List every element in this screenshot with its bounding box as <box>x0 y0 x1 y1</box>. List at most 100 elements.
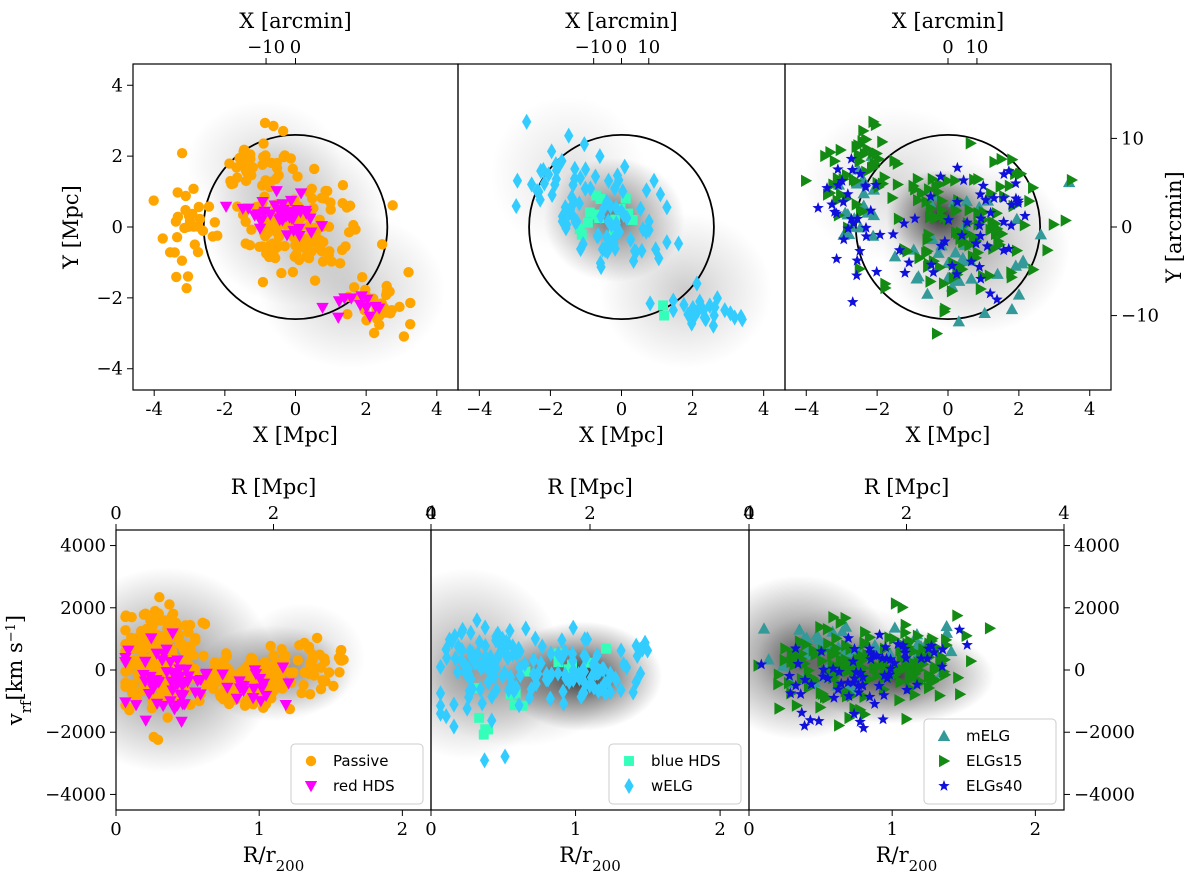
point-elgs15 <box>1042 244 1054 257</box>
point-passive <box>246 224 257 235</box>
point-passive <box>170 216 182 227</box>
point-red-hds <box>279 699 292 712</box>
point-elgs40 <box>864 646 877 658</box>
point-welg <box>641 182 652 199</box>
point-welg <box>595 148 605 165</box>
point-elgs40 <box>878 689 890 701</box>
legend: mELG ELGs15 ELGs40 <box>923 718 1057 805</box>
point-elgs40 <box>848 707 860 719</box>
point-welg <box>472 612 482 629</box>
point-elgs40 <box>1005 198 1018 210</box>
point-elgs15 <box>912 629 925 643</box>
point-elgs40 <box>980 194 992 205</box>
point-passive <box>194 213 206 225</box>
point-elgs15 <box>993 235 1005 248</box>
point-elgs40 <box>870 649 883 661</box>
point-welg <box>605 665 615 682</box>
series-red-hds <box>119 628 295 728</box>
point-welg <box>701 310 711 328</box>
point-elgs15 <box>896 651 908 665</box>
point-passive <box>147 620 158 631</box>
point-welg <box>622 209 632 226</box>
point-passive <box>241 166 252 178</box>
point-elgs15 <box>794 635 807 648</box>
point-passive <box>208 673 220 684</box>
point-welg <box>600 685 611 702</box>
point-elgs15 <box>827 648 839 661</box>
point-welg <box>452 664 463 681</box>
point-elgs40 <box>860 221 872 233</box>
point-elgs40 <box>842 676 854 688</box>
point-welg <box>497 630 508 648</box>
point-welg <box>528 652 539 669</box>
point-elgs40 <box>951 196 964 207</box>
point-passive <box>265 640 276 652</box>
legend-marker <box>937 729 951 741</box>
series-elgs15 <box>753 597 997 732</box>
point-welg <box>535 191 545 208</box>
point-welg <box>557 152 567 170</box>
x-tick-label: 0 <box>110 819 121 840</box>
point-welg <box>736 308 746 325</box>
point-welg <box>579 684 589 702</box>
point-passive <box>340 241 351 252</box>
point-blue-hds <box>582 217 593 228</box>
point-elgs40 <box>847 676 859 688</box>
point-welg <box>558 683 568 700</box>
point-red-hds <box>176 699 189 711</box>
point-elgs40 <box>880 652 893 664</box>
point-elgs15 <box>963 227 975 241</box>
point-elgs40 <box>870 265 883 277</box>
point-elgs15 <box>989 155 1001 169</box>
point-elgs15 <box>779 653 791 667</box>
point-welg <box>466 670 476 687</box>
y-right-tick-label: −4000 <box>1074 784 1135 805</box>
x-top-tick-label: 2 <box>901 503 912 524</box>
point-passive <box>190 632 201 644</box>
point-passive <box>307 649 319 661</box>
legend-marker <box>305 755 317 767</box>
point-welg <box>524 689 535 706</box>
point-welg <box>612 167 623 184</box>
legend-marker <box>304 781 318 793</box>
point-welg <box>720 302 730 319</box>
point-elgs15 <box>773 668 785 681</box>
point-elgs40 <box>893 244 906 256</box>
point-elgs15 <box>923 670 935 684</box>
point-red-hds <box>360 302 373 315</box>
point-welg <box>570 160 580 177</box>
point-melg <box>952 315 966 327</box>
point-elgs15 <box>1011 244 1024 257</box>
legend-marker <box>624 756 634 766</box>
x-top-tick-label: 0 <box>942 37 953 58</box>
point-elgs40 <box>909 212 921 224</box>
point-elgs40 <box>961 216 973 228</box>
x-tick-label: 0 <box>616 399 627 420</box>
point-elgs15 <box>930 211 942 224</box>
point-welg <box>596 681 606 698</box>
y-right-tick-label: −10 <box>1121 306 1159 327</box>
point-elgs15 <box>939 211 951 224</box>
point-welg <box>450 628 460 645</box>
point-red-hds <box>142 689 156 701</box>
point-welg <box>515 659 525 676</box>
point-welg <box>492 649 503 666</box>
point-elgs15 <box>897 601 909 614</box>
point-elgs15 <box>936 204 949 217</box>
x-top-tick-label: 0 <box>743 503 754 524</box>
point-welg <box>543 166 554 183</box>
point-passive <box>335 654 346 666</box>
point-elgs15 <box>951 204 963 218</box>
x-tick-label: 0 <box>290 399 301 420</box>
point-red-hds <box>166 685 179 697</box>
point-welg <box>487 688 497 705</box>
point-elgs40 <box>815 645 828 657</box>
point-red-hds <box>181 676 194 689</box>
point-passive <box>148 195 159 206</box>
point-red-hds <box>282 678 295 690</box>
point-elgs15 <box>840 611 852 625</box>
point-passive <box>200 679 212 690</box>
point-elgs15 <box>799 657 811 670</box>
point-elgs15 <box>905 635 917 648</box>
point-welg <box>479 752 490 769</box>
